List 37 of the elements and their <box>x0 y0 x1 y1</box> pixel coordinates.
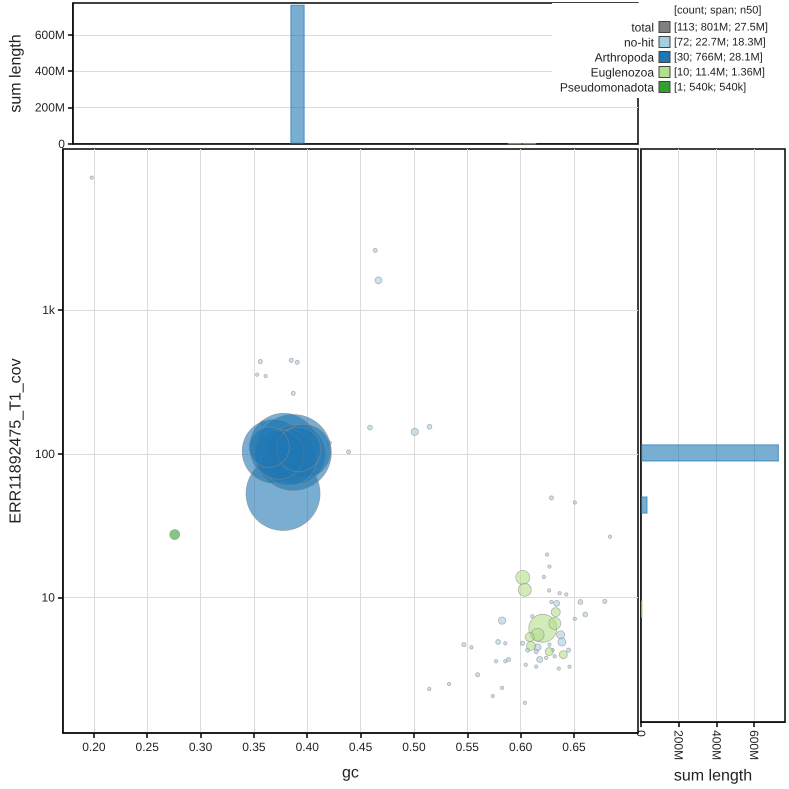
y-tick-label: 10 <box>42 590 56 604</box>
x-tick-label: 0.65 <box>562 740 586 754</box>
legend-label: no-hit <box>624 36 655 50</box>
x-axis-title: gc <box>342 764 359 782</box>
x-tick-label: 0.45 <box>348 740 373 754</box>
y-tick-label: 100 <box>34 446 56 461</box>
y-axis-title: ERR11892475_T1_cov <box>8 358 24 524</box>
bar <box>641 444 779 462</box>
y-tick-label: 400M <box>34 64 65 78</box>
y-tick-label: 600M <box>34 28 65 42</box>
bar <box>641 496 648 514</box>
x-tick-label: 0.50 <box>402 740 426 754</box>
text: [72; 22.7M; 18.3M] <box>674 36 766 48</box>
x-tick-label: 0.30 <box>188 740 213 754</box>
legend-label: total <box>631 20 654 34</box>
legend-label: Pseudomonadota <box>560 80 654 94</box>
text: [30; 766M; 28.1M] <box>674 52 763 64</box>
x-tick-label: 0.60 <box>508 740 533 754</box>
y-tick-label: 200M <box>34 100 65 115</box>
text: [113; 801M; 27.5M] <box>674 22 768 34</box>
x-tick-label: 600M <box>747 730 762 760</box>
legend-label: Arthropoda <box>594 50 654 64</box>
y-axis-title: sum length <box>8 34 24 113</box>
x-tick-label: 0.25 <box>136 740 160 754</box>
legend-title: [count; span; n50] <box>674 4 762 16</box>
legend-label: Euglenozoa <box>590 66 654 80</box>
text: [1; 540k; 540k] <box>674 82 746 94</box>
x-tick-label: 0.55 <box>456 740 480 754</box>
text: [10; 11.4M; 1.36M] <box>674 66 765 78</box>
x-tick-label: 0.35 <box>242 740 266 754</box>
x-tick-label: 400M <box>709 730 724 760</box>
y-tick-label: 0 <box>58 137 66 151</box>
x-tick-label: 0.40 <box>296 740 320 754</box>
x-tick-label: 0.20 <box>82 740 106 754</box>
x-tick-label: 200M <box>672 730 686 760</box>
y-tick-label: 1k <box>42 303 56 318</box>
x-axis-title: sum length <box>674 768 752 784</box>
